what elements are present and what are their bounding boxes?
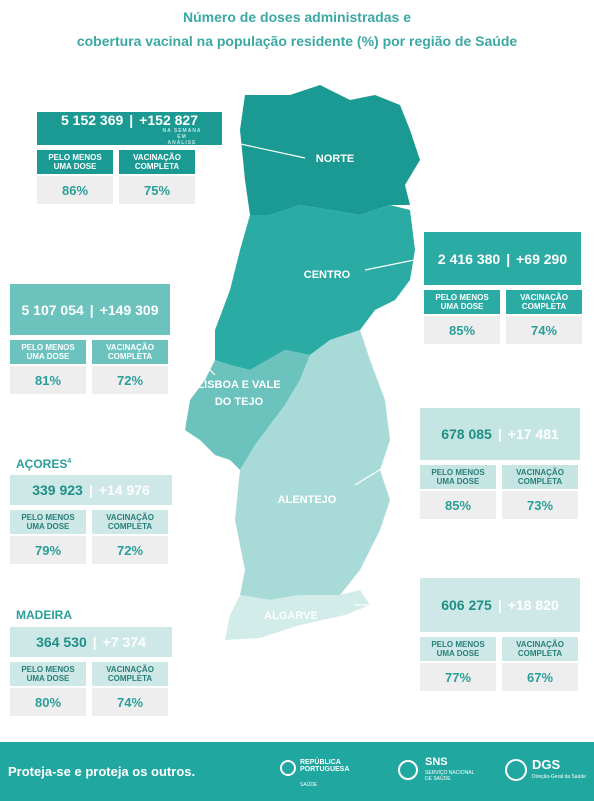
- region-header: 5 152 369 | +152 827 NA SEMANA EM ANÁLISE: [37, 112, 222, 146]
- increment: +69 290: [516, 250, 568, 267]
- logo-icon: [505, 759, 527, 781]
- increment: +14 976: [98, 482, 150, 498]
- dose-label: VACINAÇÃO COMPLETA: [502, 637, 578, 661]
- dose-label: VACINAÇÃO COMPLETA: [92, 340, 168, 364]
- header-numbers: 5 152 369 | +152 827: [58, 112, 201, 128]
- total: 5 107 054: [21, 301, 84, 318]
- title-line: Número de doses administradas e: [183, 9, 411, 25]
- note: NA SEMANA EM ANÁLISE: [162, 127, 202, 146]
- dose-percent: 80%: [10, 688, 86, 716]
- increment: +149 309: [99, 301, 159, 318]
- dose-percent: 75%: [119, 176, 195, 204]
- logo-text: SNS: [425, 756, 448, 768]
- total: 5 152 369: [60, 111, 124, 128]
- dose-label: PELO MENOS UMA DOSE: [10, 662, 86, 686]
- header-numbers: 339 923 | +14 976: [29, 482, 153, 498]
- footnote: 4: [67, 458, 72, 465]
- map-alentejo: [235, 330, 390, 600]
- dose-label: PELO MENOS UMA DOSE: [424, 290, 500, 314]
- map: [169, 85, 425, 640]
- region-title: MADEIRA: [16, 608, 72, 622]
- footer: Proteja-se e proteja os outros. REPÚBLIC…: [0, 742, 594, 801]
- map-label: ALENTEJO: [277, 494, 337, 506]
- dose-percent: 85%: [420, 491, 496, 519]
- title-line: cobertura vacinal na população residente…: [76, 33, 518, 49]
- logo-text: SERVIÇO NACIONAL DE SAÚDE: [425, 770, 475, 782]
- region-title: AÇORES4: [16, 457, 72, 471]
- map-algarve: [225, 590, 370, 640]
- connector: [354, 444, 421, 486]
- increment: +152 827: [139, 111, 198, 128]
- logo-text: Direção-Geral da Saúde: [532, 774, 586, 780]
- separator: |: [88, 482, 93, 498]
- header-numbers: 364 530 | +7 374: [33, 634, 149, 650]
- map-centro: [215, 205, 415, 370]
- logo-icon: [280, 760, 296, 776]
- total: 339 923: [32, 482, 83, 498]
- dose-label: PELO MENOS UMA DOSE: [10, 510, 86, 534]
- dose-percent: 74%: [506, 316, 582, 344]
- header-numbers: 2 416 380 | +69 290: [435, 251, 570, 267]
- map-label: LISBOA E VALE DO TEJO: [197, 379, 281, 408]
- dose-percent: 72%: [92, 536, 168, 564]
- dose-label: PELO MENOS UMA DOSE: [10, 340, 86, 364]
- header-numbers: 606 275 | +18 820: [438, 597, 562, 613]
- separator: |: [506, 250, 511, 267]
- map-label: ALGARVE: [264, 610, 318, 622]
- map-lisboa: [185, 350, 310, 470]
- dose-percent: 67%: [502, 663, 578, 691]
- dose-percent: 85%: [424, 316, 500, 344]
- header-numbers: 5 107 054 | +149 309: [18, 302, 161, 318]
- total: 606 275: [441, 597, 492, 613]
- dose-percent: 74%: [92, 688, 168, 716]
- dose-label: VACINAÇÃO COMPLETA: [502, 465, 578, 489]
- increment: +7 374: [102, 634, 146, 650]
- logo-text: REPÚBLICA PORTUGUESA: [300, 759, 350, 773]
- region-header: 339 923 | +14 976: [10, 475, 172, 505]
- separator: |: [497, 426, 502, 442]
- total: 364 530: [36, 634, 87, 650]
- region-header: 5 107 054 | +149 309: [10, 284, 170, 335]
- separator: |: [89, 301, 94, 318]
- dose-label: PELO MENOS UMA DOSE: [420, 465, 496, 489]
- dose-percent: 81%: [10, 366, 86, 394]
- increment: +18 820: [507, 597, 559, 613]
- dose-label: PELO MENOS UMA DOSE: [420, 637, 496, 661]
- separator: |: [129, 111, 134, 128]
- connector: [221, 139, 306, 159]
- region-header: 678 085 | +17 481: [420, 408, 580, 460]
- separator: |: [497, 597, 502, 613]
- logo-text: SAÚDE: [300, 782, 318, 788]
- dose-label: VACINAÇÃO COMPLETA: [92, 510, 168, 534]
- header-numbers: 678 085 | +17 481: [438, 426, 562, 442]
- dose-percent: 72%: [92, 366, 168, 394]
- logo-text: DGS: [532, 757, 561, 772]
- increment: +17 481: [507, 426, 559, 442]
- slogan: Proteja-se e proteja os outros.: [8, 764, 196, 779]
- region-header: 2 416 380 | +69 290: [424, 232, 581, 285]
- map-label: NORTE: [315, 153, 355, 165]
- dose-percent: 79%: [10, 536, 86, 564]
- dose-label: VACINAÇÃO COMPLETA: [92, 662, 168, 686]
- connector: [364, 257, 425, 271]
- dose-label: PELO MENOS UMA DOSE: [37, 150, 113, 174]
- total: 678 085: [441, 426, 492, 442]
- map-label: CENTRO: [303, 269, 351, 281]
- dose-percent: 77%: [420, 663, 496, 691]
- region-header: 606 275 | +18 820: [420, 578, 580, 632]
- dose-percent: 86%: [37, 176, 113, 204]
- connector: [169, 329, 216, 376]
- region-header: 364 530 | +7 374: [10, 627, 172, 657]
- separator: |: [92, 634, 97, 650]
- logo-icon: [398, 760, 418, 780]
- total: 2 416 380: [437, 250, 501, 267]
- map-norte: [240, 85, 420, 215]
- dose-label: VACINAÇÃO COMPLETA: [506, 290, 582, 314]
- dose-label: VACINAÇÃO COMPLETA: [119, 150, 195, 174]
- dose-percent: 73%: [502, 491, 578, 519]
